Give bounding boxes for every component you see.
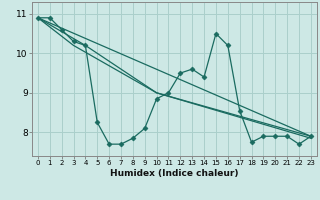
X-axis label: Humidex (Indice chaleur): Humidex (Indice chaleur) bbox=[110, 169, 239, 178]
